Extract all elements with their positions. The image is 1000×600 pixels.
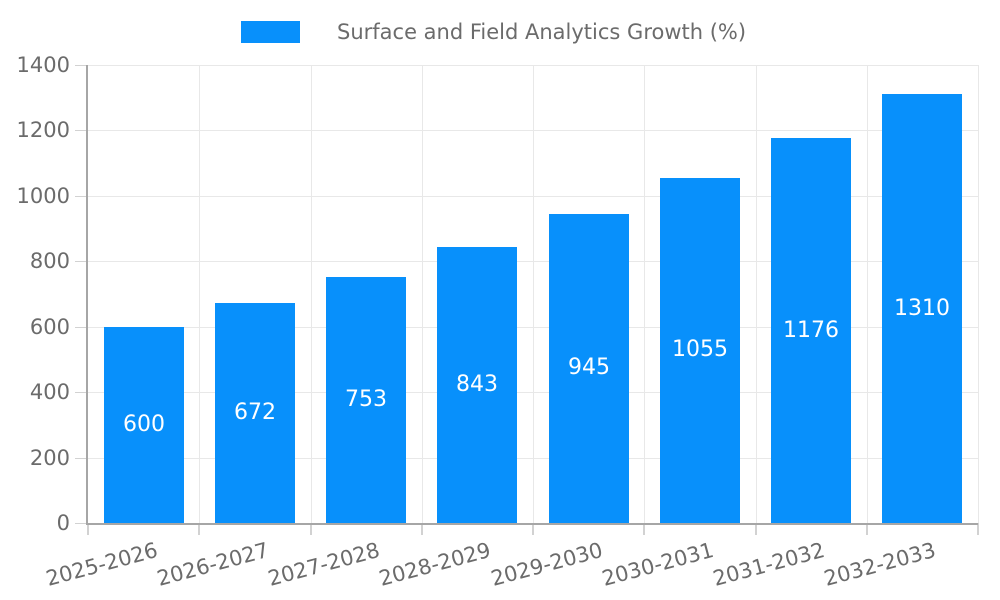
x-axis-tick [977,523,979,535]
x-axis-tick [421,523,423,535]
y-axis-line [86,65,88,525]
legend-item[interactable]: Surface and Field Analytics Growth (%) [241,20,747,44]
y-axis-tick [75,196,88,197]
y-axis-tick-label: 600 [29,315,70,339]
x-gridline [199,65,200,523]
y-axis-tick-label: 400 [29,380,70,404]
y-axis-tick [75,130,88,131]
x-axis-tick [755,523,757,535]
y-axis-tick-label: 800 [29,249,70,273]
bar-value-label: 843 [456,372,498,397]
x-axis-tick [866,523,868,535]
y-axis-tick [75,523,88,524]
y-axis-tick [75,458,88,459]
bar-2029-2030[interactable] [549,214,629,523]
x-axis-tick [198,523,200,535]
bar-value-label: 1055 [672,337,728,362]
x-gridline [756,65,757,523]
x-axis-tick [532,523,534,535]
x-axis-tick [310,523,312,535]
x-gridline [867,65,868,523]
y-axis-tick-label: 1400 [16,53,70,77]
x-gridline [422,65,423,523]
bar-value-label: 1176 [783,318,839,343]
bar-2025-2026[interactable] [104,327,184,523]
bar-value-label: 1310 [894,296,950,321]
bar-value-label: 672 [234,400,276,425]
x-gridline [978,65,979,523]
legend-label: Surface and Field Analytics Growth (%) [337,20,747,44]
y-axis-tick [75,65,88,66]
bar-2030-2031[interactable] [660,178,740,523]
x-gridline [644,65,645,523]
bar-2026-2027[interactable] [215,303,295,523]
x-axis-tick [87,523,89,535]
bar-2028-2029[interactable] [437,247,517,523]
y-axis-tick-label: 1000 [16,184,70,208]
bar-value-label: 945 [568,355,610,380]
y-axis-tick [75,261,88,262]
x-axis-line [86,523,978,525]
bar-2032-2033[interactable] [882,94,962,523]
y-axis-tick-label: 200 [29,446,70,470]
bar-2027-2028[interactable] [326,277,406,523]
y-axis-tick [75,327,88,328]
legend-swatch [241,21,300,43]
bar-2031-2032[interactable] [771,138,851,523]
x-gridline [311,65,312,523]
x-gridline [533,65,534,523]
y-axis-tick [75,392,88,393]
x-axis-tick [643,523,645,535]
bar-value-label: 753 [345,387,387,412]
bar-value-label: 600 [123,412,165,437]
y-axis-tick-label: 1200 [16,118,70,142]
y-axis-tick-label: 0 [56,511,70,535]
